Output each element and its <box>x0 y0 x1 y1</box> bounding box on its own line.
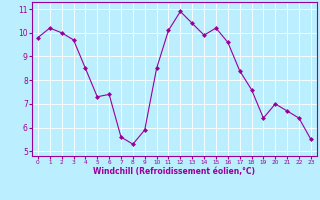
X-axis label: Windchill (Refroidissement éolien,°C): Windchill (Refroidissement éolien,°C) <box>93 167 255 176</box>
